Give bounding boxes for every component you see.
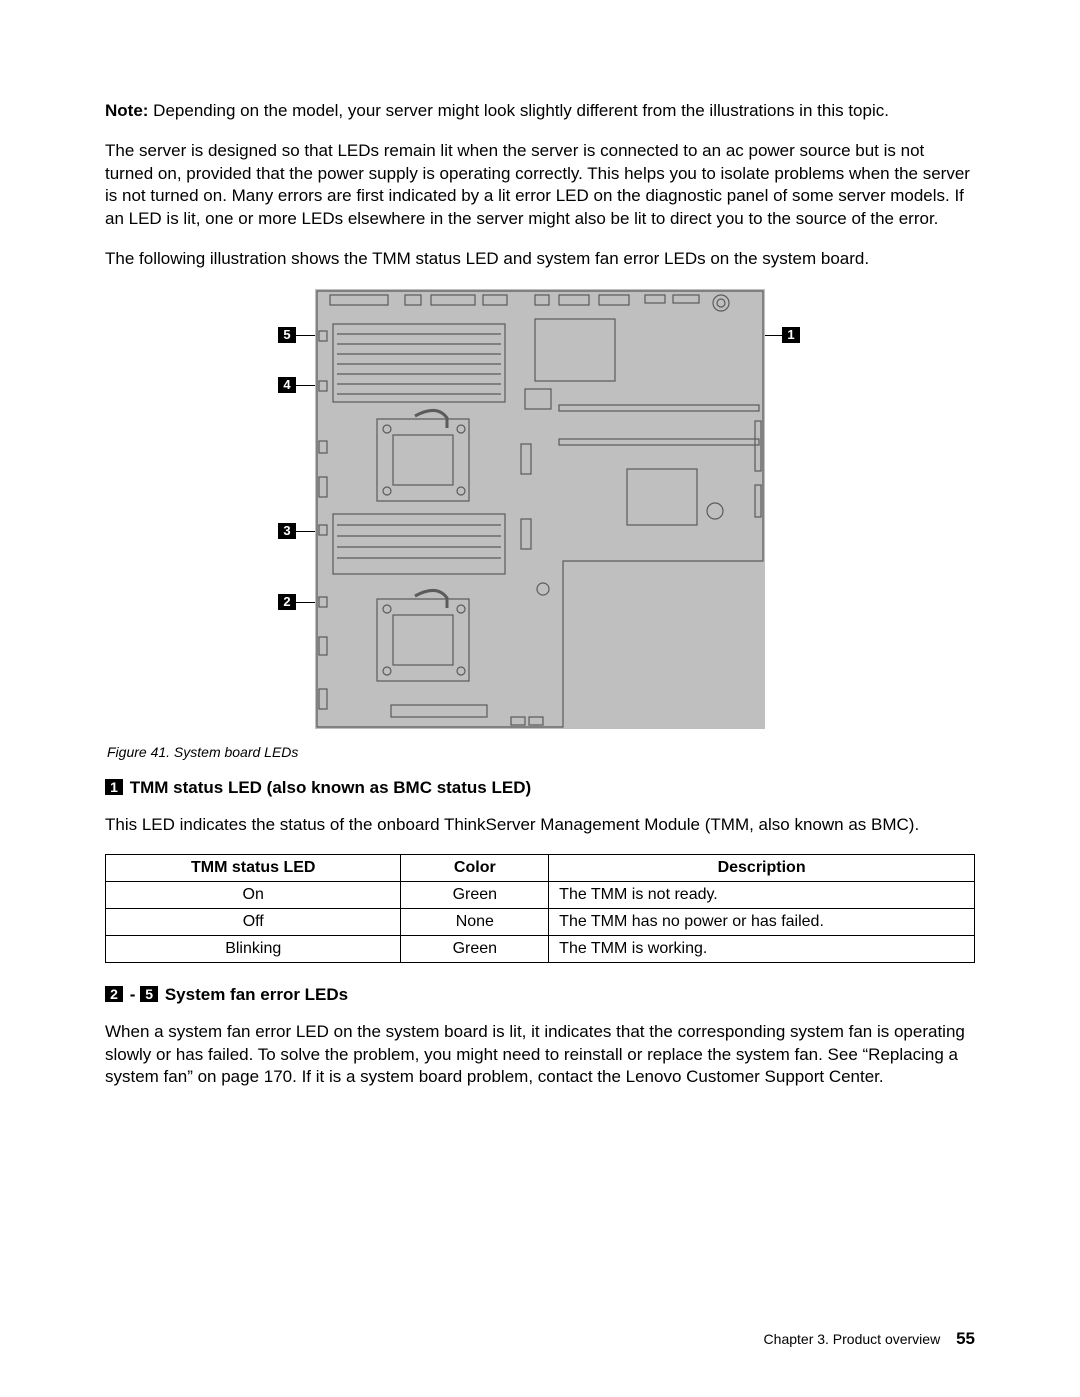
figure-caption: Figure 41. System board LEDs xyxy=(107,744,975,760)
callout-5: 5 xyxy=(278,327,296,343)
callout-3: 3 xyxy=(278,523,296,539)
td: None xyxy=(401,909,549,936)
table-row: Off None The TMM has no power or has fai… xyxy=(106,909,975,936)
paragraph-2: The following illustration shows the TMM… xyxy=(105,248,975,270)
callout-2: 2 xyxy=(278,594,296,610)
figure-inner: 5 4 3 2 1 xyxy=(290,289,790,734)
note-label: Note: xyxy=(105,101,148,120)
page: Note: Depending on the model, your serve… xyxy=(0,0,1080,1397)
paragraph-1: The server is designed so that LEDs rema… xyxy=(105,140,975,230)
section-2-text: When a system fan error LED on the syste… xyxy=(105,1021,975,1088)
footer-page-number: 55 xyxy=(956,1329,975,1348)
section-1-num: 1 xyxy=(105,779,123,795)
td: Blinking xyxy=(106,936,401,963)
page-footer: Chapter 3. Product overview 55 xyxy=(764,1329,975,1349)
section-1-title: TMM status LED (also known as BMC status… xyxy=(125,778,531,797)
note-text: Depending on the model, your server migh… xyxy=(148,101,889,120)
table-header-row: TMM status LED Color Description xyxy=(106,855,975,882)
section-2-title: System fan error LEDs xyxy=(160,985,348,1004)
figure: 5 4 3 2 1 xyxy=(105,289,975,734)
callout-1: 1 xyxy=(782,327,800,343)
td: Green xyxy=(401,936,549,963)
section-2-heading: 2 - 5 System fan error LEDs xyxy=(105,985,975,1005)
table-row: On Green The TMM is not ready. xyxy=(106,882,975,909)
th-color: Color xyxy=(401,855,549,882)
footer-chapter: Chapter 3. Product overview xyxy=(764,1331,941,1347)
section-1-heading: 1 TMM status LED (also known as BMC stat… xyxy=(105,778,975,798)
td: Green xyxy=(401,882,549,909)
tmm-led-table: TMM status LED Color Description On Gree… xyxy=(105,854,975,963)
table-row: Blinking Green The TMM is working. xyxy=(106,936,975,963)
th-led: TMM status LED xyxy=(106,855,401,882)
th-desc: Description xyxy=(549,855,975,882)
system-board-diagram xyxy=(315,289,765,729)
section-1-text: This LED indicates the status of the onb… xyxy=(105,814,975,836)
td: The TMM is not ready. xyxy=(549,882,975,909)
callout-4: 4 xyxy=(278,377,296,393)
td: Off xyxy=(106,909,401,936)
section-2-num-a: 2 xyxy=(105,986,123,1002)
section-2-num-b: 5 xyxy=(140,986,158,1002)
note-paragraph: Note: Depending on the model, your serve… xyxy=(105,100,975,122)
td: On xyxy=(106,882,401,909)
section-2-dash: - xyxy=(125,985,140,1004)
td: The TMM is working. xyxy=(549,936,975,963)
td: The TMM has no power or has failed. xyxy=(549,909,975,936)
